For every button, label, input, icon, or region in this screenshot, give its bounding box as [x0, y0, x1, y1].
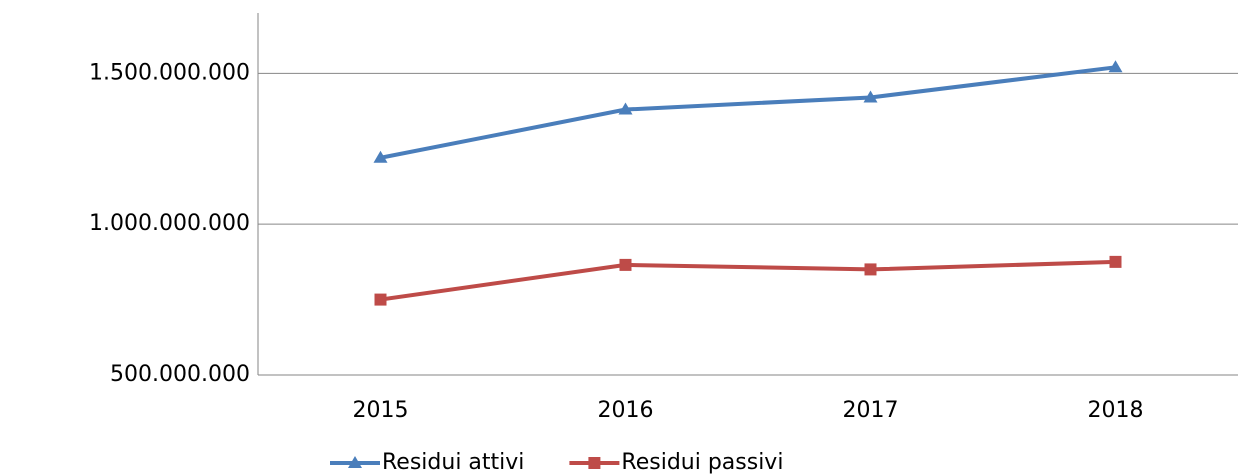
x-tick-label: 2015 [353, 398, 409, 423]
point [1108, 60, 1123, 73]
legend-label: Residui attivi [382, 450, 524, 475]
point [864, 263, 877, 276]
y-tick-label: 1.000.000.000 [89, 211, 250, 236]
point [863, 90, 878, 103]
series-line [380, 259, 1116, 302]
point [1109, 255, 1122, 268]
point [373, 150, 388, 163]
series-line [380, 65, 1116, 160]
y-tick-label: 1.500.000.000 [89, 60, 250, 85]
x-tick-label: 2016 [598, 398, 654, 423]
x-tick-label: 2018 [1088, 398, 1144, 423]
x-tick-label: 2017 [843, 398, 899, 423]
legend-label: Residui passivi [621, 450, 783, 475]
point [618, 102, 633, 115]
point [619, 258, 632, 271]
legend-marker [588, 457, 601, 469]
point [374, 293, 387, 306]
legend-marker [348, 456, 362, 468]
y-tick-label: 500.000.000 [110, 362, 250, 387]
